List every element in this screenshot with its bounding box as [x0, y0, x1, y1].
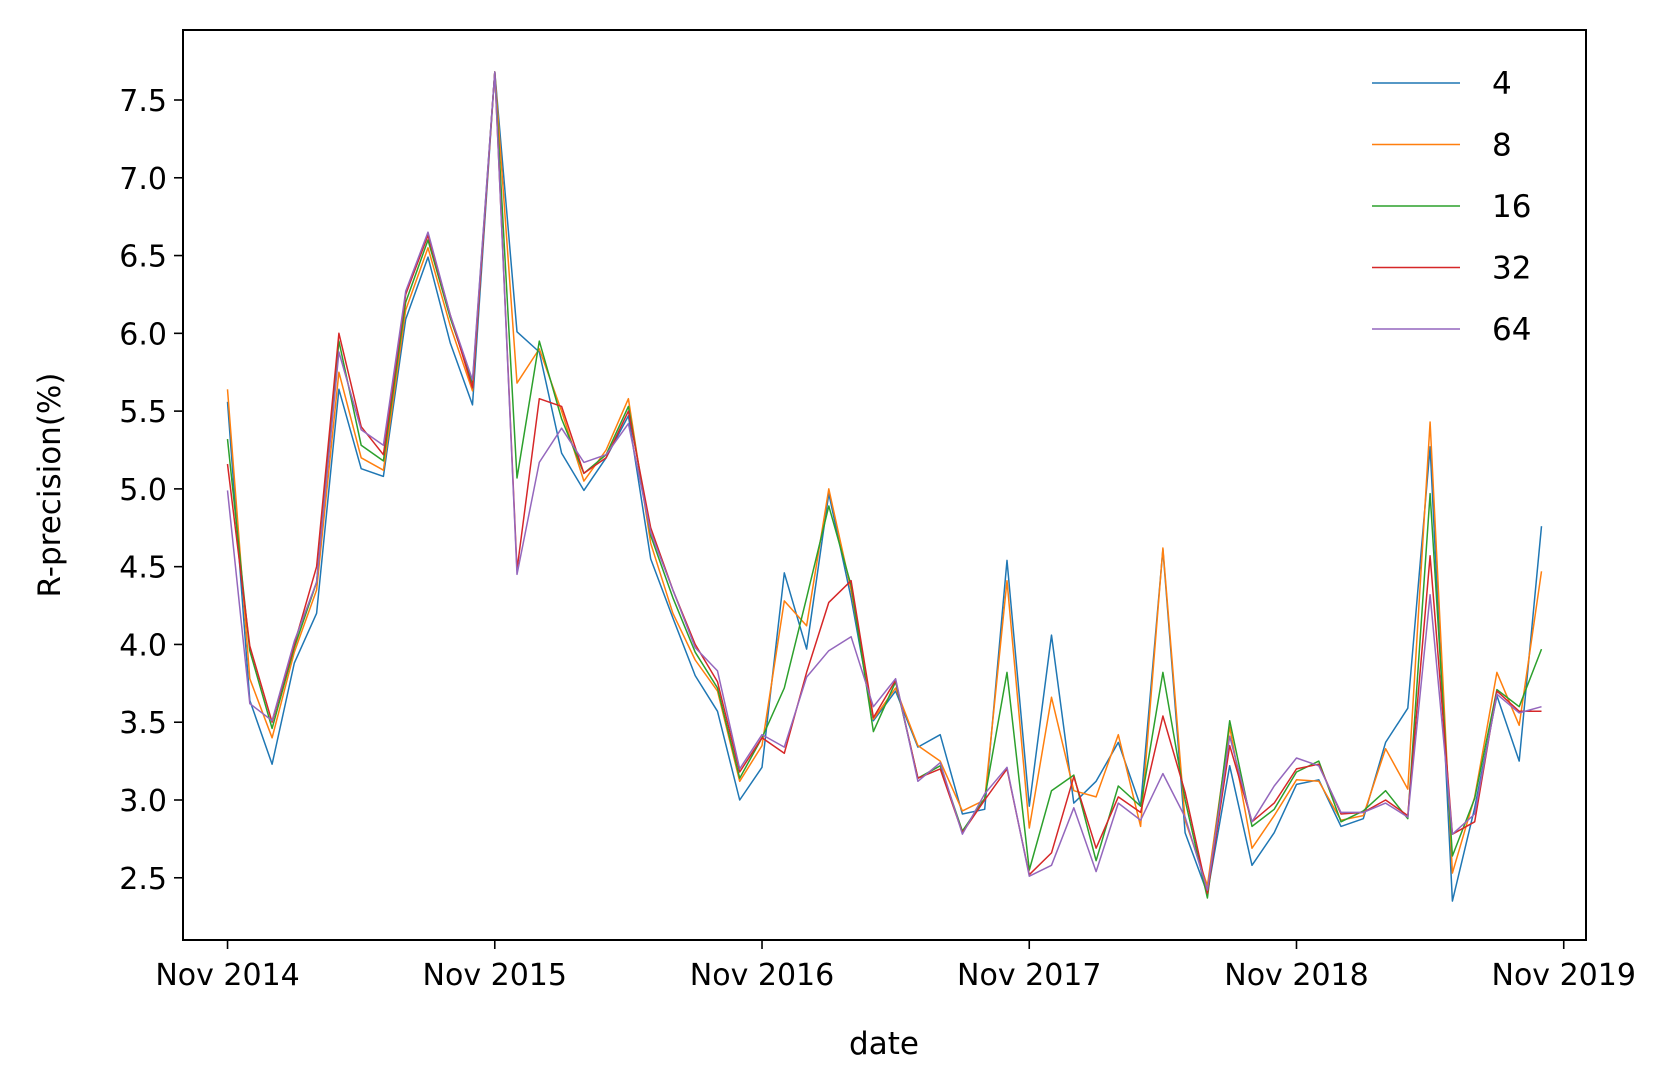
x-tick-label: Nov 2019	[1492, 958, 1636, 993]
series-line-32	[226, 71, 1542, 895]
y-tick-label: 2.5	[119, 862, 167, 897]
plot-area-frame	[182, 29, 1587, 941]
legend-label-4: 4	[1492, 66, 1512, 102]
y-tick-label: 6.0	[119, 317, 167, 352]
legend-label-32: 32	[1492, 251, 1531, 287]
series-lines	[226, 71, 1543, 902]
legend-label-16: 16	[1492, 189, 1531, 225]
legend: 4 8 16 32 64	[1372, 66, 1531, 348]
x-tick-label: Nov 2016	[690, 958, 834, 993]
y-tick-label: 5.5	[119, 395, 167, 430]
x-axis-label: date	[849, 1026, 919, 1062]
y-tick-label: 4.0	[119, 628, 167, 663]
y-tick-label: 6.5	[119, 240, 167, 275]
y-tick-label: 3.0	[119, 784, 167, 819]
legend-label-8: 8	[1492, 128, 1512, 164]
y-tick-label: 7.0	[119, 162, 167, 197]
x-tick-label: Nov 2017	[957, 958, 1101, 993]
y-tick-label: 5.0	[119, 473, 167, 508]
y-tick-label: 3.5	[119, 706, 167, 741]
series-line-16	[226, 71, 1543, 899]
legend-label-64: 64	[1492, 312, 1531, 348]
x-tick-label: Nov 2015	[423, 958, 567, 993]
y-axis: 2.5 3.0 3.5 4.0 4.5 5.0 5.5 6.0 6.5 7.0 7.5	[119, 84, 183, 897]
series-line-4	[226, 71, 1543, 902]
x-tick-label: Nov 2018	[1224, 958, 1368, 993]
y-tick-label: 7.5	[119, 84, 167, 119]
x-tick-label: Nov 2014	[155, 958, 299, 993]
series-line-64	[226, 71, 1542, 891]
series-line-8	[226, 71, 1543, 887]
y-axis-label: R-precision(%)	[32, 373, 68, 598]
x-axis: Nov 2014 Nov 2015 Nov 2016 Nov 2017 Nov 2018…	[155, 940, 1636, 993]
y-tick-label: 4.5	[119, 551, 167, 586]
